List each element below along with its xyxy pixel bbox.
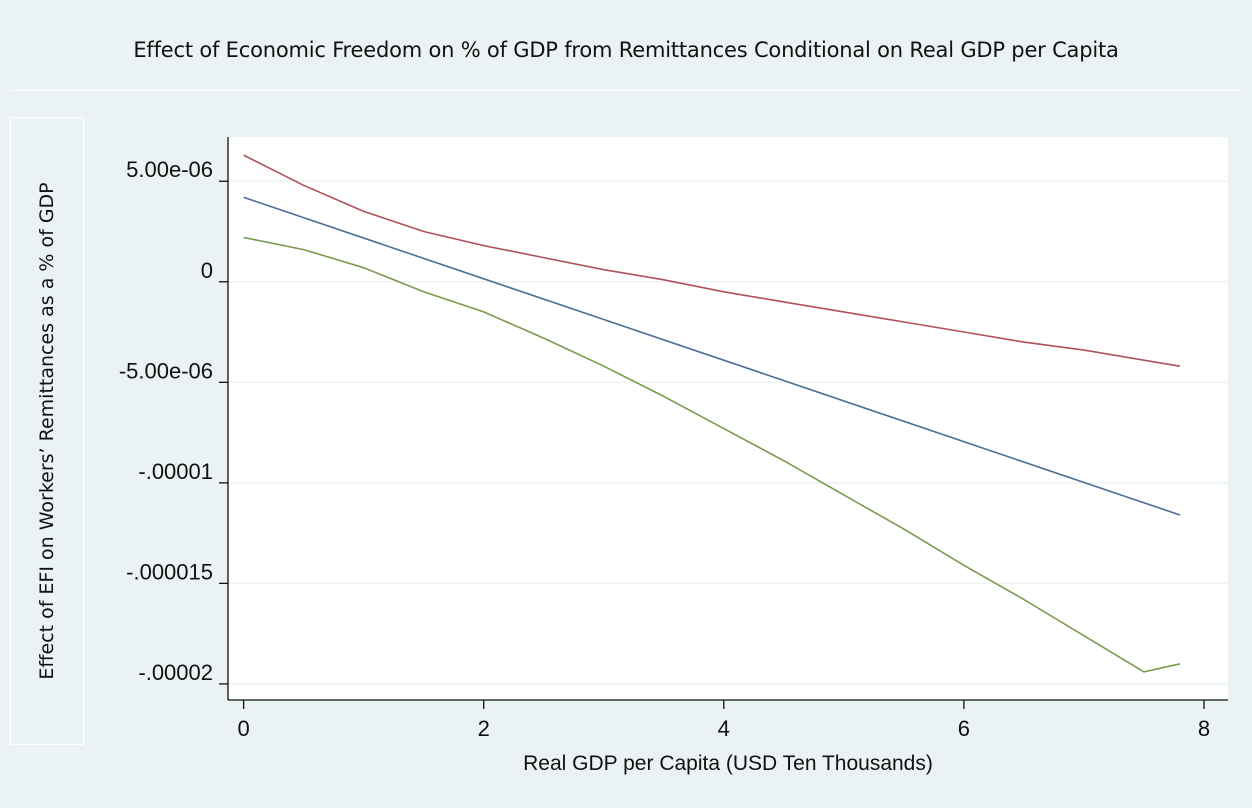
axes: 5.00e-06 0 -5.00e-06 -.00001 -.000015 -.00002… [119,137,1228,741]
y-tick-label-5: -.00002 [138,660,213,685]
x-tick-label-1: 2 [478,716,490,741]
series-line-1 [243,196,1181,516]
x-tick-label-2: 4 [718,716,730,741]
x-axis-label: Real GDP per Capita (USD Ten Thousands) [523,752,933,775]
series-line-0 [243,154,1181,367]
y-tick-label-4: -.000015 [126,559,213,584]
y-tick-label-1: 0 [201,258,213,283]
series-lines [243,154,1181,673]
x-tick-label-0: 0 [237,716,249,741]
chart-title: Effect of Economic Freedom on % of GDP f… [133,38,1119,62]
y-tick-label-0: 5.00e-06 [126,157,213,182]
x-tick-label-4: 8 [1198,716,1210,741]
plot-area [228,137,1228,700]
y-tick-label-3: -.00001 [138,459,213,484]
x-tick-label-3: 6 [958,716,970,741]
y-tick-label-2: -5.00e-06 [119,358,213,383]
title-divider [10,90,1242,91]
gridlines [228,180,1228,685]
series-line-2 [243,236,1181,673]
y-axis-label-box [10,117,84,745]
